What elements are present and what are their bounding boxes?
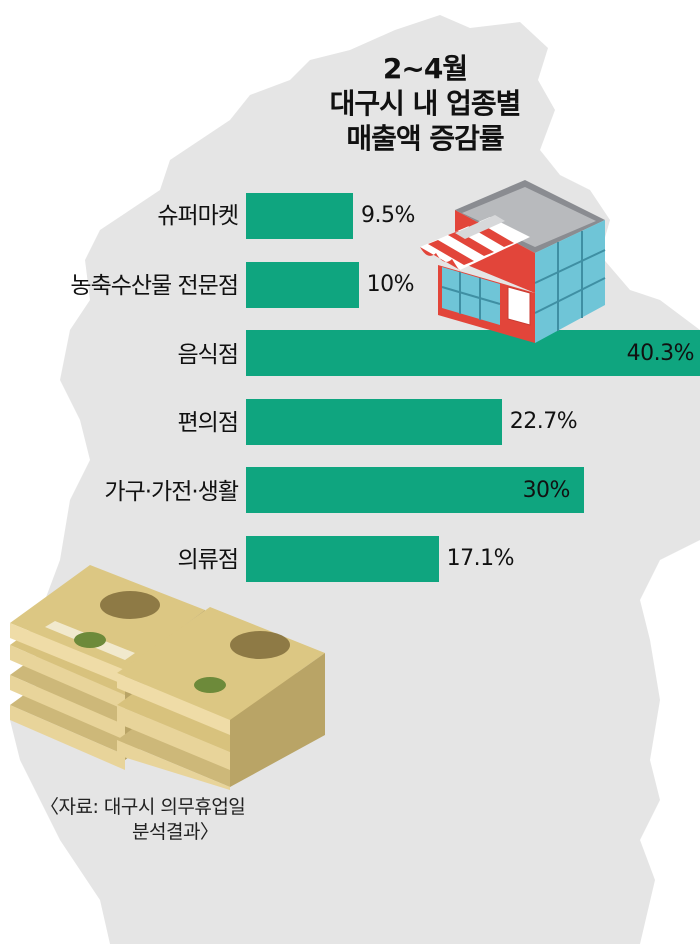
right-stack xyxy=(117,607,325,790)
bar xyxy=(246,536,439,582)
bar xyxy=(246,467,584,513)
chart-title-line-3: 매출액 증감률 xyxy=(346,122,504,155)
category-label: 가구·가전·생활 xyxy=(104,479,239,505)
category-label: 음식점 xyxy=(177,342,239,368)
source-note: 〈자료: 대구시 의무휴업일 분석결과〉 xyxy=(40,795,246,845)
value-label: 40.3% xyxy=(626,341,695,366)
category-label: 편의점 xyxy=(177,410,239,436)
value-label: 22.7% xyxy=(509,409,578,434)
category-label: 의류점 xyxy=(177,547,239,573)
value-label: 17.1% xyxy=(446,546,515,571)
value-label: 30% xyxy=(522,478,571,503)
category-label: 슈퍼마켓 xyxy=(157,203,239,229)
value-label: 10% xyxy=(366,272,415,297)
category-label: 농축수산물 전문점 xyxy=(70,273,239,299)
bar xyxy=(246,193,354,239)
source-line-2: 분석결과〉 xyxy=(132,821,219,843)
chart-title-line-2: 대구시 내 업종별 xyxy=(329,87,522,120)
bar xyxy=(246,399,502,445)
value-label: 9.5% xyxy=(361,203,415,228)
chart-title-line-1: 2~4월 xyxy=(382,52,468,85)
banknote-stacks-icon xyxy=(10,565,325,790)
bar xyxy=(246,330,700,376)
source-line-1: 〈자료: 대구시 의무휴업일 xyxy=(40,796,246,818)
store-building-icon xyxy=(420,180,606,343)
bar xyxy=(246,262,359,308)
